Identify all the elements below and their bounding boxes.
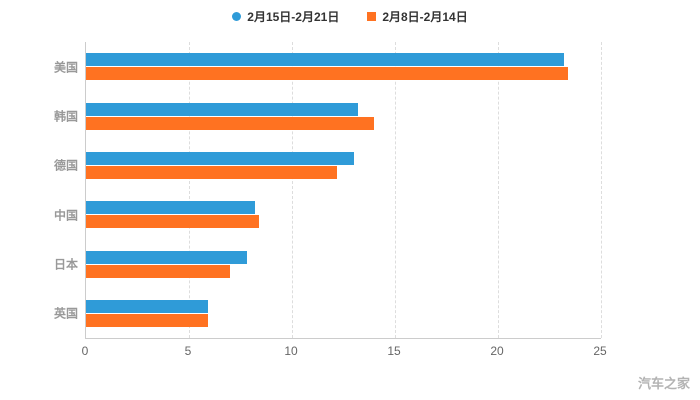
gridline (395, 42, 396, 338)
gridline (292, 42, 293, 338)
watermark: 汽车之家 (637, 376, 690, 391)
legend: 2月15日-2月21日 2月8日-2月14日 (0, 8, 700, 25)
x-tick-label: 0 (81, 344, 89, 358)
bar-日本-2月15日-2月21日 (86, 250, 247, 264)
y-axis-label-中国: 中国 (53, 208, 78, 223)
bar-中国-2月15日-2月21日 (86, 201, 255, 215)
y-axis-label-英国: 英国 (53, 306, 78, 321)
bar-韩国-2月8日-2月14日 (86, 116, 375, 130)
plot-area (85, 42, 602, 339)
x-tick-label: 5 (184, 344, 192, 358)
gridline (601, 42, 602, 338)
legend-circle-marker-icon (232, 12, 242, 21)
bar-日本-2月8日-2月14日 (86, 264, 231, 278)
bar-中国-2月8日-2月14日 (86, 215, 260, 229)
x-tick-label: 10 (284, 344, 298, 358)
bar-韩国-2月15日-2月21日 (86, 102, 358, 116)
y-axis-label-日本: 日本 (53, 257, 78, 272)
legend-label: 2月15日-2月21日 (247, 10, 340, 24)
bar-英国-2月8日-2月14日 (86, 313, 208, 327)
x-axis-labels: 0 5 10 15 20 25 (81, 344, 607, 360)
bar-美国-2月15日-2月21日 (86, 53, 564, 67)
legend-item-feb8-feb14[interactable]: 2月8日-2月14日 (367, 8, 468, 25)
x-tick-label: 25 (593, 344, 607, 358)
y-axis-label-德国: 德国 (53, 158, 78, 173)
x-tick-label: 20 (490, 344, 504, 358)
legend-label: 2月8日-2月14日 (382, 10, 468, 24)
y-axis-label-韩国: 韩国 (53, 109, 78, 124)
bar-德国-2月8日-2月14日 (86, 165, 338, 179)
legend-square-marker-icon (367, 12, 377, 21)
bar-美国-2月8日-2月14日 (86, 67, 569, 81)
x-tick-label: 15 (387, 344, 401, 358)
gridline (189, 42, 190, 338)
bar-德国-2月15日-2月21日 (86, 151, 354, 165)
gridline (498, 42, 499, 338)
legend-item-feb15-feb21[interactable]: 2月15日-2月21日 (232, 8, 339, 25)
y-axis-label-美国: 美国 (53, 60, 78, 75)
bar-英国-2月15日-2月21日 (86, 299, 208, 313)
y-axis-labels: 美国韩国德国中国日本英国 (0, 42, 78, 338)
